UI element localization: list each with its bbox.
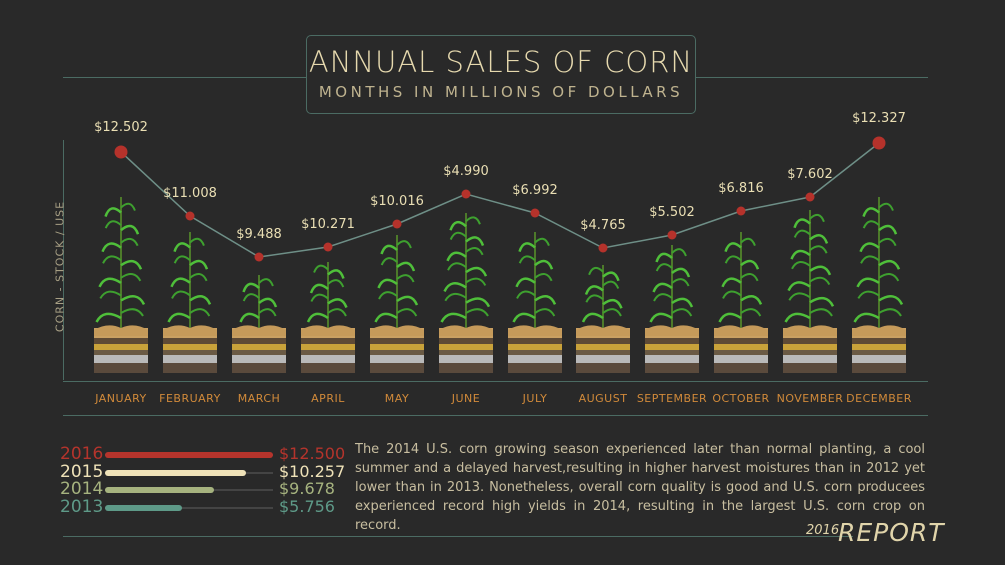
corn-plant-april [301,262,355,373]
data-point [736,206,746,216]
report-year: 2016 [806,523,840,538]
data-label: $4.765 [580,218,626,233]
y-axis [63,140,64,380]
legend-value: $9.678 [279,479,335,498]
data-point [667,230,677,240]
footer-rule [63,536,853,537]
data-label: $11.008 [163,186,217,201]
corn-plant-september [645,245,699,373]
month-label: JUNE [451,392,481,405]
data-label: $10.016 [370,194,424,209]
data-label: $9.488 [236,227,282,242]
title-box: ANNUAL SALES OF CORN MONTHS IN MILLIONS … [306,35,696,114]
month-label: AUGUST [578,392,628,405]
corn-plant-july [508,232,562,373]
month-label: JULY [522,392,548,405]
month-label: MARCH [237,392,281,405]
month-label: OCTOBER [712,392,770,405]
divider [63,415,928,416]
data-point [114,145,128,159]
x-axis [63,381,928,382]
data-label: $6.816 [718,181,764,196]
data-label: $5.502 [649,205,695,220]
legend-value: $12.500 [279,444,346,463]
legend-value: $5.756 [279,496,335,516]
legend-bar-track [105,504,273,511]
corn-plant-may [370,235,424,373]
legend-year: 2013 [60,496,104,517]
legend-value: $10.257 [279,461,346,481]
data-label: $4.990 [443,164,489,179]
data-point [598,243,608,253]
legend-year: 2016 [60,444,104,464]
data-label: $10.271 [301,217,355,232]
data-label: $12.502 [94,120,148,135]
month-label: FEBRUARY [159,392,221,405]
page-subtitle: MONTHS IN MILLIONS OF DOLLARS [318,83,684,101]
data-point [254,252,264,262]
data-point [461,189,471,199]
corn-plant-june [439,213,493,373]
month-label: MAY [384,392,410,405]
data-label: $7.602 [787,167,833,182]
page-title: ANNUAL SALES OF CORN [308,45,694,79]
legend-bar-fill [105,487,215,493]
corn-plant-november [783,210,837,373]
data-label: $12.327 [852,111,906,126]
month-label: JANUARY [95,392,147,405]
description-text: The 2014 U.S. corn growing season experi… [355,442,925,533]
data-point [185,211,195,221]
legend-bar-track [105,469,273,476]
sales-line [120,142,880,258]
data-point [392,219,402,229]
legend-bar-fill [105,504,183,511]
month-label: APRIL [311,392,345,405]
legend-year: 2015 [60,461,104,482]
corn-plant-january [94,197,148,373]
data-point [530,208,540,218]
legend-bar-track [105,487,273,493]
month-label: NOVEMBER [776,392,844,405]
legend-bar-track [105,452,273,458]
corn-plant-august [576,265,630,373]
legend-bar-fill [105,469,247,476]
corn-plant-february [163,232,217,373]
month-label: DECEMBER [846,392,912,405]
month-label: SEPTEMBER [636,392,708,405]
corn-plant-october [714,232,768,373]
legend-bar-fill [105,452,273,458]
data-label: $6.992 [512,183,558,198]
data-point [805,192,815,202]
report-label: REPORT [838,518,945,547]
corn-plant-december [852,197,906,373]
data-point [872,136,886,150]
legend-year: 2014 [60,479,104,499]
corn-plant-march [232,275,286,373]
data-point [323,242,333,252]
